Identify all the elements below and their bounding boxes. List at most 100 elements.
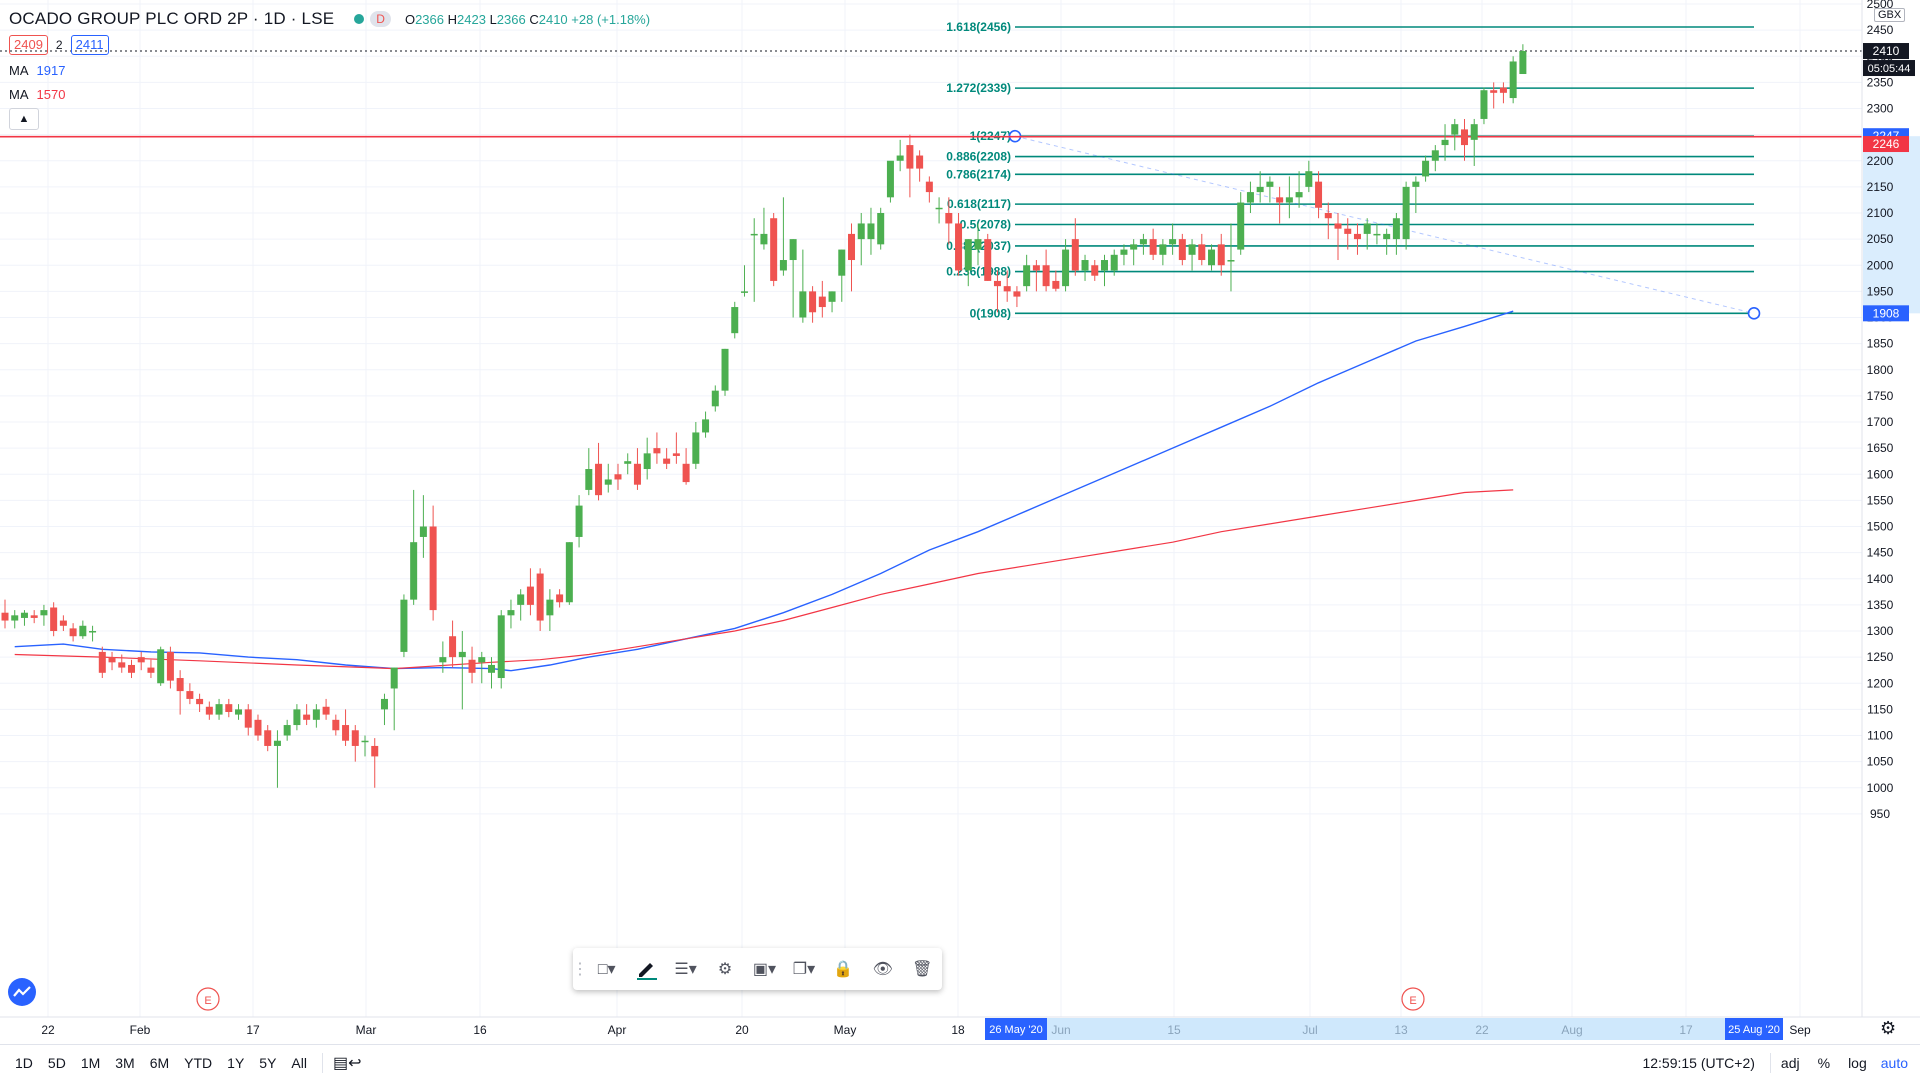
earnings-event-marker[interactable] xyxy=(1401,987,1425,1011)
candle-body xyxy=(478,657,486,663)
market-status-icon xyxy=(354,14,365,24)
price-tick-label: 2500 xyxy=(1867,0,1894,11)
pencil-icon[interactable] xyxy=(626,948,665,990)
candle xyxy=(711,385,719,412)
candle-body xyxy=(1509,61,1517,99)
price-tick-label: 2150 xyxy=(1867,180,1894,194)
option-adj[interactable]: adj xyxy=(1780,1055,1800,1071)
candle-body xyxy=(59,620,67,626)
candle xyxy=(1441,124,1449,161)
fib-level-label: 0.886(2208) xyxy=(946,150,1011,164)
symbol-title[interactable]: OCADO GROUP PLC ORD 2P · 1D · LSE xyxy=(9,9,335,28)
candle xyxy=(322,698,330,720)
candle-body xyxy=(945,213,953,224)
candle-body xyxy=(351,730,359,746)
candle-body xyxy=(974,239,982,250)
date-range-icon[interactable]: ▤↩ xyxy=(332,1055,362,1072)
chart-settings-icon[interactable]: ⚙ xyxy=(1880,1018,1897,1038)
grip-icon[interactable]: ⋮ xyxy=(572,961,588,978)
fibonacci-retracement[interactable]: 1.618(2456)1.272(2339)1(2247)0.886(2208)… xyxy=(0,20,1862,320)
fib-anchor-handle[interactable] xyxy=(1747,307,1761,320)
candle xyxy=(906,134,914,198)
candle xyxy=(760,207,768,250)
candle xyxy=(1,599,9,629)
shape-select-icon[interactable]: □▾ xyxy=(597,961,616,978)
candlestick-series xyxy=(1,44,1527,788)
candle xyxy=(624,453,632,475)
copy-icon[interactable]: ❐▾ xyxy=(792,961,816,978)
candle xyxy=(458,631,466,710)
candle-body xyxy=(303,714,311,720)
candle xyxy=(731,301,739,339)
candle-body xyxy=(955,223,963,271)
line-style-icon[interactable]: ☰▾ xyxy=(674,961,697,978)
chart-area[interactable]: 1.618(2456)1.272(2339)1(2247)0.886(2208)… xyxy=(0,0,1920,1044)
candle xyxy=(1412,176,1420,213)
option-auto[interactable]: auto xyxy=(1880,1055,1908,1071)
option-log[interactable]: log xyxy=(1848,1055,1867,1071)
candle xyxy=(371,738,379,788)
timeframe-6m[interactable]: 6M xyxy=(149,1055,170,1071)
candle xyxy=(1451,118,1459,151)
candle xyxy=(1344,218,1352,250)
lock-icon[interactable]: 🔒 xyxy=(833,961,854,978)
timeframe-5y[interactable]: 5Y xyxy=(259,1055,277,1071)
clock[interactable]: 12:59:15 (UTC+2) xyxy=(1642,1055,1755,1071)
candle-body xyxy=(818,296,826,308)
candle xyxy=(916,150,924,182)
ma-legend-slow[interactable]: MA 1570 xyxy=(9,82,650,106)
candle xyxy=(1227,223,1235,292)
candle xyxy=(1062,239,1070,292)
candle-body xyxy=(225,704,233,712)
candle xyxy=(20,610,28,626)
candle-body xyxy=(993,280,1001,287)
ma-slow-line xyxy=(14,489,1514,670)
candle-body xyxy=(1091,265,1099,276)
candle xyxy=(1071,218,1079,276)
candle-body xyxy=(1130,244,1138,250)
price-tick-label: 1100 xyxy=(1867,729,1893,743)
earnings-event-marker[interactable] xyxy=(196,987,220,1011)
collapse-legend-button[interactable]: ▲ xyxy=(9,108,39,130)
timeframe-1d[interactable]: 1D xyxy=(15,1055,33,1071)
timeframe-all[interactable]: All xyxy=(291,1055,307,1071)
eye-icon[interactable]: 👁 xyxy=(872,961,893,978)
candle-body xyxy=(1383,233,1391,240)
candle xyxy=(1237,192,1245,255)
candle xyxy=(672,432,680,464)
candle-body xyxy=(1149,239,1157,255)
candle xyxy=(877,207,885,250)
candle-body xyxy=(371,745,379,757)
currency-label[interactable]: GBX xyxy=(1874,8,1906,22)
candle-body xyxy=(468,659,476,673)
ma-legend-fast[interactable]: MA 1917 xyxy=(9,58,650,82)
tradingview-logo[interactable] xyxy=(8,978,36,1006)
candle-body xyxy=(672,453,680,456)
candle-body xyxy=(692,432,700,464)
ohlc-open: 2366 xyxy=(415,11,444,27)
event-marker-label: E xyxy=(204,995,211,1007)
candle-body xyxy=(283,725,291,736)
ask-price[interactable]: 2411 xyxy=(70,35,109,55)
timeframe-1m[interactable]: 1M xyxy=(80,1055,101,1071)
layers-icon[interactable]: ▣▾ xyxy=(752,961,777,978)
time-tick-label: Apr xyxy=(608,1023,627,1037)
timeframe-5d[interactable]: 5D xyxy=(47,1055,66,1071)
candle-body xyxy=(293,709,301,726)
timeframe-1y[interactable]: 1Y xyxy=(227,1055,245,1071)
bid-price[interactable]: 2409 xyxy=(9,35,48,55)
trash-icon[interactable]: 🗑 xyxy=(912,961,933,978)
timeframe-ytd[interactable]: YTD xyxy=(184,1055,213,1071)
candle-body xyxy=(653,448,661,454)
price-tick-label: 2350 xyxy=(1867,75,1894,89)
candle xyxy=(439,641,447,673)
timeframe-3m[interactable]: 3M xyxy=(115,1055,135,1071)
candle xyxy=(643,437,651,480)
candle xyxy=(565,542,573,605)
candle-body xyxy=(439,657,447,663)
candle-body xyxy=(1305,171,1313,187)
gear-icon[interactable]: ⚙ xyxy=(717,961,733,978)
candle-body xyxy=(964,239,972,271)
option-percent[interactable]: % xyxy=(1817,1055,1831,1071)
candle-body xyxy=(770,218,778,281)
